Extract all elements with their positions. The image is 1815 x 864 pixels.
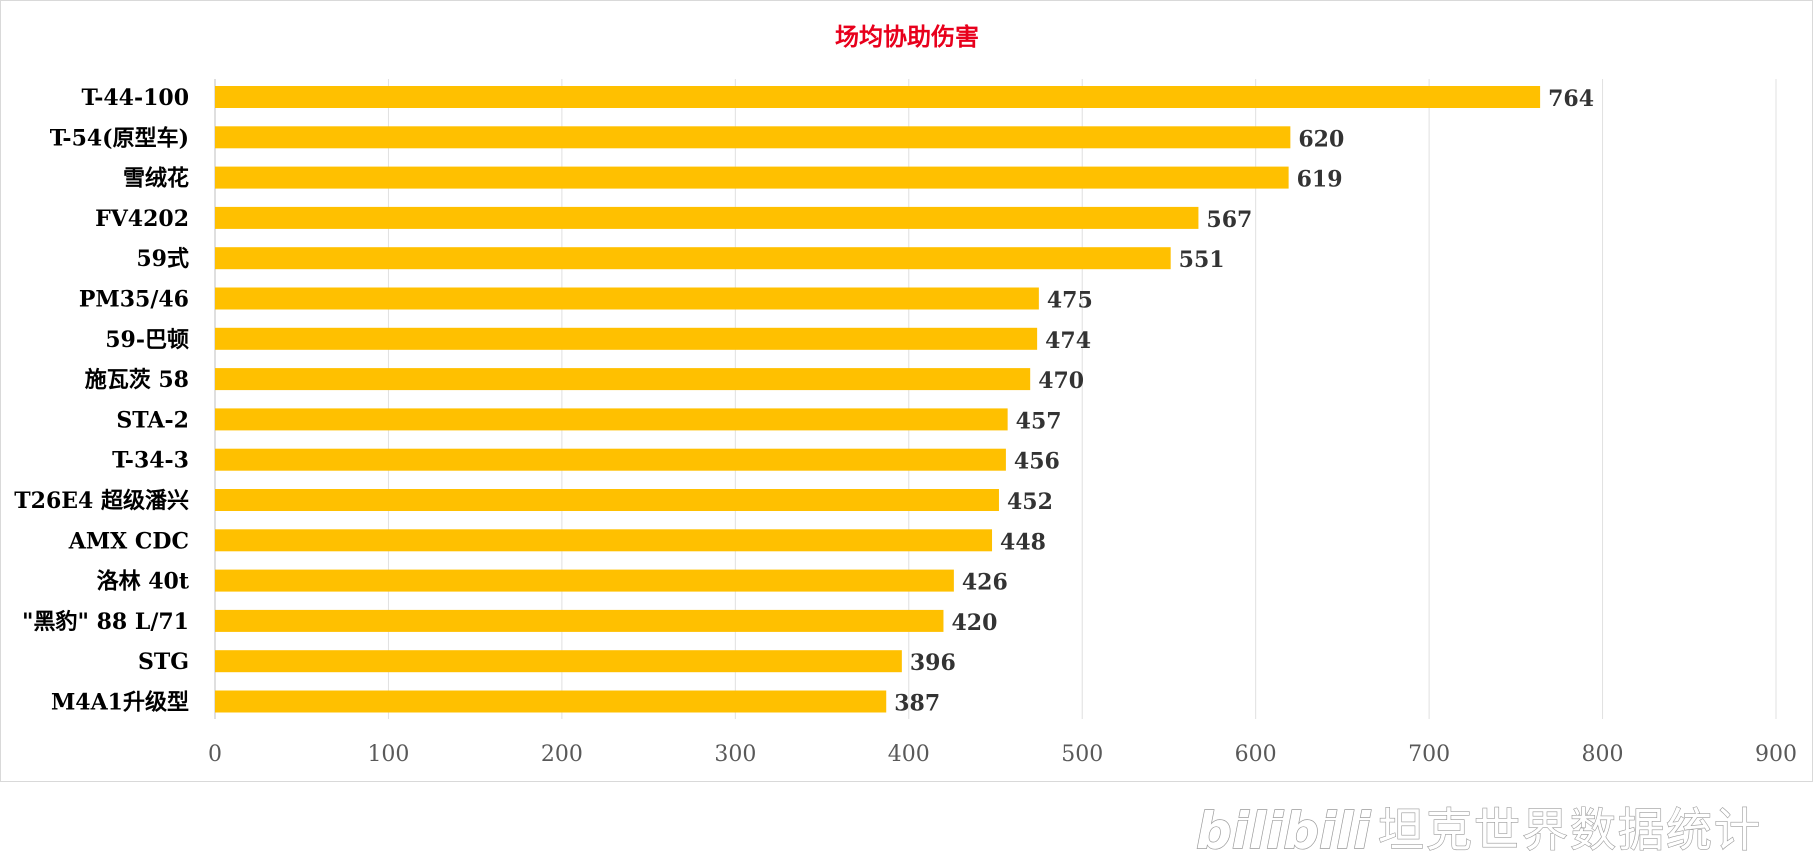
bar [215, 529, 993, 552]
x-tick-label: 900 [1755, 742, 1797, 767]
category-label: FV4202 [95, 206, 189, 232]
bar [215, 247, 1171, 270]
data-label: 457 [1016, 408, 1062, 434]
bar [215, 569, 954, 592]
data-label: 551 [1179, 247, 1225, 273]
bar [215, 86, 1541, 108]
bars [215, 86, 1541, 713]
bar [215, 650, 902, 673]
x-tick-label: 0 [208, 742, 222, 767]
x-tick-label: 500 [1061, 742, 1103, 767]
category-label: 施瓦茨 58 [85, 367, 189, 393]
category-label: 59式 [136, 246, 189, 272]
bar [215, 609, 944, 632]
data-label: 420 [951, 610, 997, 636]
data-label: 764 [1548, 86, 1594, 112]
bar [215, 166, 1289, 189]
data-label: 620 [1298, 126, 1344, 152]
bilibili-logo: bilibili [1195, 801, 1372, 860]
data-label: 452 [1007, 489, 1053, 515]
bar [215, 368, 1031, 391]
category-label: T-44-100 [81, 85, 189, 111]
category-label: 59-巴顿 [105, 327, 189, 353]
bilibili-logo-text: bilibili [1196, 802, 1371, 860]
x-tick-label: 100 [367, 742, 409, 767]
bar [215, 327, 1038, 350]
data-label: 426 [962, 570, 1008, 596]
data-label: 567 [1206, 207, 1252, 233]
watermark: bilibili 坦克世界数据统计 [1195, 801, 1762, 860]
category-label: T-54(原型车) [50, 125, 189, 151]
chart-frame: T-44-100 T-54(原型车) 雪绒花 FV4202 59式 PM35/46 59-巴… [0, 0, 1813, 782]
x-tick-label: 300 [714, 742, 756, 767]
bar [215, 206, 1199, 229]
bar [215, 690, 887, 713]
category-label: AMX CDC [68, 528, 189, 554]
data-label: 475 [1047, 288, 1093, 314]
category-label: T26E4 超级潘兴 [14, 488, 189, 514]
x-tick-label: 800 [1582, 742, 1624, 767]
x-tick-label: 200 [541, 742, 583, 767]
category-label: "黑豹" 88 L/71 [22, 609, 189, 635]
category-label: T-34-3 [112, 448, 189, 474]
data-label: 470 [1038, 368, 1084, 394]
category-labels: T-44-100 T-54(原型车) 雪绒花 FV4202 59式 PM35/46 59-巴… [14, 85, 190, 716]
bar [215, 126, 1291, 149]
data-label: 474 [1045, 328, 1091, 354]
data-label: 387 [894, 691, 940, 717]
bar [215, 287, 1039, 310]
category-label: M4A1升级型 [51, 690, 189, 716]
bar [215, 408, 1008, 431]
category-label: PM35/46 [79, 287, 189, 313]
value-labels: 764 620 619 567 551 475 474 470 457 456 452 448 426 4… [894, 86, 1594, 717]
data-label: 448 [1000, 529, 1046, 555]
category-label: STG [138, 649, 189, 675]
chart-title: 场均协助伤害 [835, 22, 979, 51]
bar [215, 448, 1006, 471]
category-label: 洛林 40t [97, 569, 190, 595]
watermark-text: 坦克世界数据统计 [1378, 803, 1762, 857]
category-label: STA-2 [116, 407, 189, 433]
category-label: 雪绒花 [123, 166, 189, 192]
bar-chart: T-44-100 T-54(原型车) 雪绒花 FV4202 59式 PM35/46 59-巴… [14, 22, 1797, 767]
data-label: 619 [1297, 167, 1343, 193]
x-tick-label: 700 [1408, 742, 1450, 767]
data-label: 396 [910, 650, 956, 676]
x-tick-label: 600 [1235, 742, 1277, 767]
bar [215, 489, 999, 511]
x-tick-label: 400 [888, 742, 930, 767]
data-label: 456 [1014, 449, 1060, 475]
x-axis-ticks: 0 100 200 300 400 500 600 700 800 900 [208, 742, 1797, 767]
